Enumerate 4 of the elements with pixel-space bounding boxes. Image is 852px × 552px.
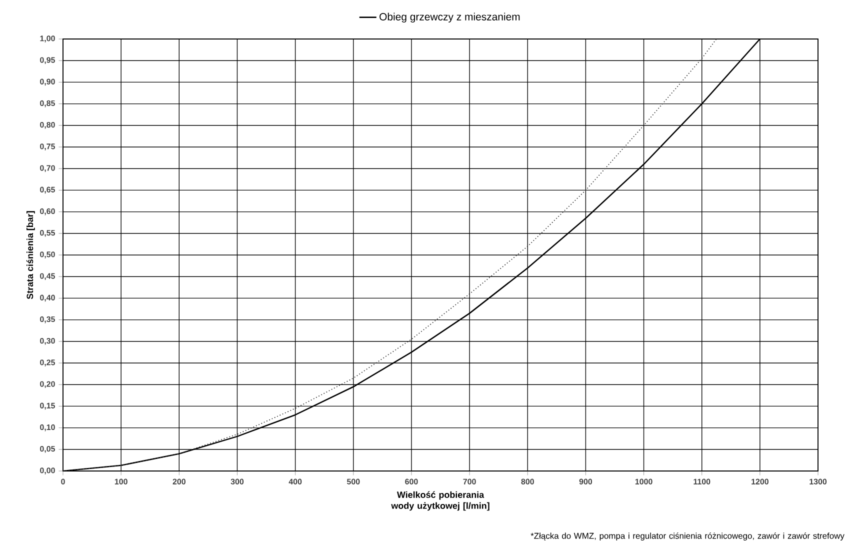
text: *Złącka do WMZ, pompa i regulator ciśnienia różnicowego, zawór i zawór strefowy bbox=[530, 532, 844, 541]
legend-label: Obieg grzewczy z mieszaniem bbox=[380, 12, 520, 23]
x-axis-title: Wielkość pobierania wody użytkowej [l/min] bbox=[391, 491, 490, 511]
y-axis-title: Strata ciśnienia [bar] bbox=[26, 211, 35, 300]
